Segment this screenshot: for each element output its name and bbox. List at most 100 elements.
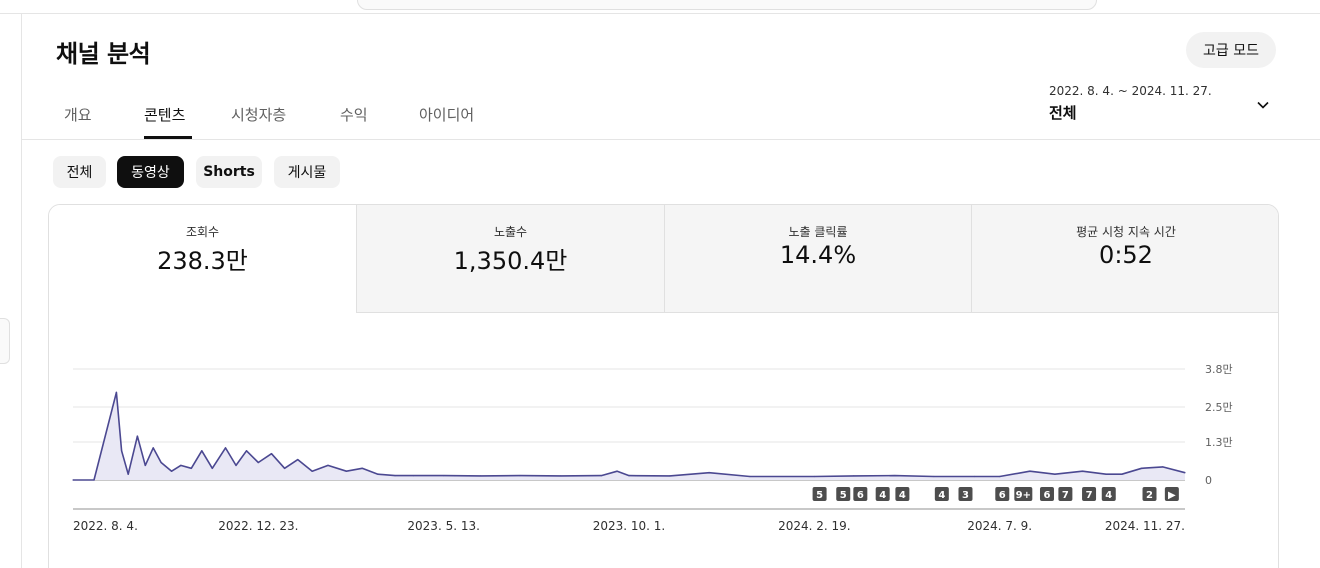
data-point <box>144 464 146 466</box>
data-point <box>171 470 173 472</box>
data-point <box>127 473 129 475</box>
video-marker <box>934 487 949 501</box>
chip-posts[interactable]: 게시물 <box>274 156 340 188</box>
chip-shorts[interactable]: Shorts <box>196 156 262 188</box>
metric-avg-view-duration[interactable]: 평균 시청 지속 시간 0:52 <box>971 205 1278 313</box>
tab-audience[interactable]: 시청자층 <box>231 106 287 124</box>
video-marker <box>875 487 890 501</box>
x-tick-label: 2024. 2. 19. <box>778 519 851 533</box>
tab-revenue[interactable]: 수익 <box>340 106 368 124</box>
data-point <box>813 475 815 478</box>
video-marker <box>1101 487 1116 501</box>
data-point <box>361 467 363 469</box>
video-marker <box>1082 487 1097 501</box>
data-point <box>1105 473 1107 475</box>
data-point <box>616 470 618 472</box>
date-range-picker[interactable]: 2022. 8. 4. ~ 2024. 11. 27. 전체 <box>1049 84 1279 128</box>
video-marker-label: 3 <box>962 490 969 501</box>
data-point <box>708 472 710 474</box>
data-point <box>345 470 347 472</box>
video-marker <box>1058 487 1073 501</box>
data-point <box>853 475 855 477</box>
x-tick-label: 2022. 8. 4. <box>73 519 138 533</box>
video-marker <box>958 487 973 501</box>
data-point <box>190 467 192 469</box>
video-marker <box>812 487 827 501</box>
data-point <box>412 475 414 477</box>
data-point <box>152 447 154 449</box>
data-point <box>136 435 138 437</box>
page-title: 채널 분석 <box>56 40 151 68</box>
data-point <box>933 475 935 478</box>
data-point <box>394 475 396 477</box>
sidebar-toggle-handle[interactable] <box>0 318 10 364</box>
metric-views[interactable]: 조회수 238.3만 <box>49 205 356 313</box>
video-marker <box>1014 487 1033 501</box>
tab-ideas[interactable]: 아이디어 <box>419 106 475 124</box>
y-tick-label: 3.8만 <box>1205 363 1233 376</box>
data-point <box>72 479 74 481</box>
video-marker <box>853 487 868 501</box>
x-tick-label: 2024. 11. 27. <box>1105 519 1185 533</box>
views-area <box>73 392 1185 480</box>
video-marker-label: 4 <box>879 490 886 501</box>
video-marker-label: 6 <box>999 490 1006 501</box>
data-point <box>893 475 896 477</box>
views-chart[interactable]: 01.3만2.5만3.8만5 5 6 4 4 4 3 6 9+ 6 7 7 4 2 ▶2022. 8. 4.… <box>49 205 1279 568</box>
video-marker-label: 7 <box>1062 490 1069 501</box>
x-tick-label: 2023. 10. 1. <box>593 519 666 533</box>
video-marker-label: 7 <box>1086 490 1093 501</box>
video-marker-label: 5 <box>816 490 823 501</box>
y-tick-label: 1.3만 <box>1205 436 1233 449</box>
video-marker-label: 4 <box>1105 490 1112 501</box>
data-point <box>1029 470 1031 472</box>
data-point <box>201 450 203 452</box>
y-tick-label: 0 <box>1205 474 1212 487</box>
data-point <box>1054 473 1056 475</box>
metric-ctr[interactable]: 노출 클릭률 14.4% <box>664 205 971 313</box>
video-marker-label: 4 <box>938 490 945 501</box>
x-tick-label: 2022. 12. 23. <box>218 519 298 533</box>
data-point <box>284 467 286 469</box>
data-point <box>1081 470 1084 472</box>
active-tab-indicator <box>144 136 192 139</box>
data-point <box>235 464 237 466</box>
advanced-mode-button[interactable]: 고급 모드 <box>1186 32 1276 68</box>
video-marker <box>995 487 1010 501</box>
video-marker-label: 5 <box>840 490 847 501</box>
left-sidebar-edge <box>0 14 22 568</box>
views-line <box>73 391 1186 481</box>
tab-content[interactable]: 콘텐츠 <box>144 106 186 124</box>
search-box-edge[interactable] <box>357 0 1097 10</box>
data-point <box>749 475 751 478</box>
data-point <box>121 450 123 452</box>
data-point <box>180 464 182 466</box>
data-point <box>297 459 299 461</box>
data-point <box>93 479 95 481</box>
data-point <box>115 391 117 393</box>
data-point <box>974 475 976 478</box>
data-point <box>257 461 259 464</box>
metric-impressions[interactable]: 노출수 1,350.4만 <box>356 205 664 313</box>
metric-label: 평균 시청 지속 시간 <box>1076 225 1176 239</box>
video-marker-label: 6 <box>1044 490 1051 501</box>
tab-overview[interactable]: 개요 <box>64 106 92 124</box>
video-marker-label: 9+ <box>1016 490 1031 501</box>
data-point <box>224 447 227 449</box>
tabs-divider <box>22 139 1320 140</box>
data-point <box>1184 472 1186 474</box>
data-point <box>628 475 630 477</box>
data-point <box>1121 473 1123 475</box>
chip-videos[interactable]: 동영상 <box>117 156 184 188</box>
data-point <box>1162 466 1164 468</box>
metric-label: 조회수 <box>185 225 220 239</box>
data-point <box>1141 467 1143 469</box>
date-range-label: 전체 <box>1049 104 1077 122</box>
data-point <box>443 475 445 477</box>
data-point <box>669 475 671 477</box>
video-marker <box>836 487 851 501</box>
metric-value: 238.3만 <box>157 247 248 275</box>
data-point <box>211 467 213 469</box>
chip-all[interactable]: 전체 <box>53 156 106 188</box>
metric-value: 1,350.4만 <box>453 247 568 275</box>
